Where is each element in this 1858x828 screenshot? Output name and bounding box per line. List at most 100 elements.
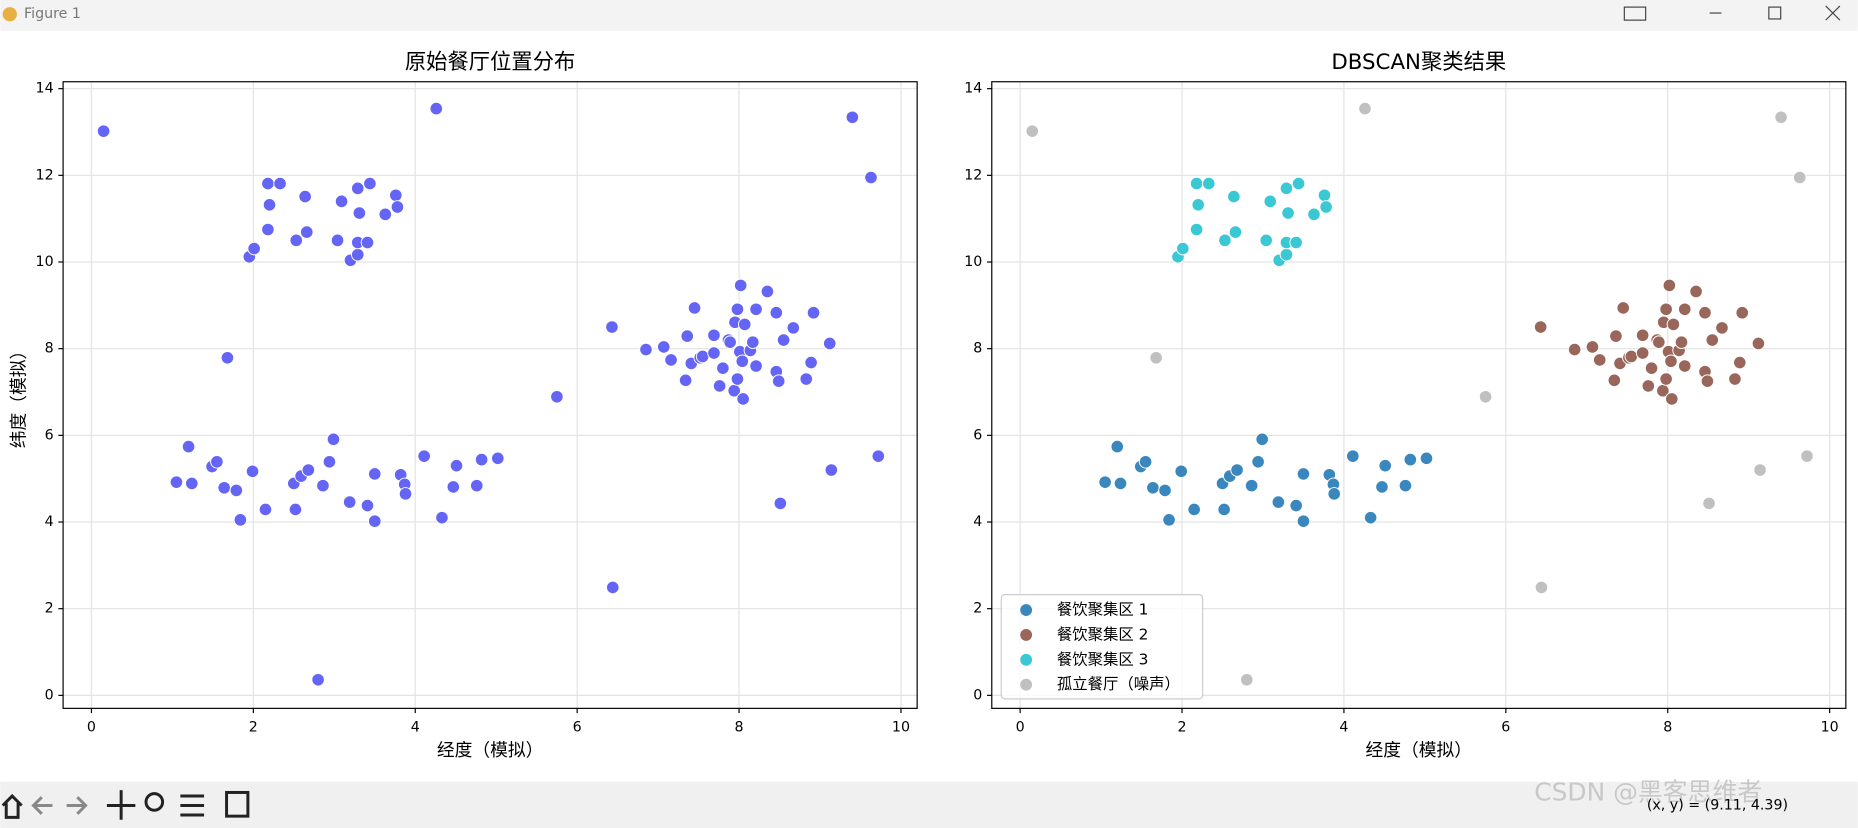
scatter-point	[301, 463, 316, 477]
scatter-point	[1263, 194, 1278, 209]
scatter-point	[1279, 181, 1294, 196]
scatter-point	[1378, 458, 1392, 473]
scatter-point	[181, 439, 196, 454]
scatter-point	[1534, 580, 1549, 595]
scatter-point	[1624, 349, 1639, 364]
scatter-point	[390, 200, 405, 214]
save-button[interactable]	[225, 790, 250, 818]
scatter-point	[1363, 510, 1378, 525]
scatter-point	[368, 467, 382, 481]
scatter-point	[1291, 176, 1306, 191]
scatter-point	[606, 580, 620, 595]
scatter-point	[1644, 361, 1659, 375]
scatter-point	[1662, 278, 1677, 293]
scatter-point	[730, 372, 745, 386]
scatter-point	[1289, 235, 1303, 250]
y-tick-label: 4	[973, 514, 982, 530]
scatter-point	[1281, 206, 1295, 220]
forward-button[interactable]	[66, 796, 88, 815]
x-tick-label: 8	[735, 719, 744, 735]
x-tick-label: 4	[1339, 719, 1348, 735]
scatter-point	[1149, 351, 1163, 365]
close-button[interactable]	[1825, 5, 1841, 21]
legend	[1000, 594, 1204, 700]
scatter-point	[680, 329, 694, 343]
scatter-point	[760, 284, 775, 299]
pan-button[interactable]	[106, 790, 136, 820]
x-tick-label: 0	[87, 719, 96, 735]
scatter-point	[1296, 467, 1311, 481]
scatter-point	[786, 321, 801, 335]
scatter-point	[1110, 439, 1125, 454]
back-button[interactable]	[31, 796, 53, 815]
scatter-point	[871, 449, 886, 463]
scatter-point	[351, 181, 365, 196]
legend-label: 餐饮聚集区 2	[1057, 625, 1149, 643]
scatter-point	[360, 235, 375, 250]
scatter-point	[1146, 481, 1160, 495]
scatter-point	[771, 374, 786, 388]
scatter-point	[1375, 480, 1389, 494]
home-button[interactable]	[1, 793, 23, 819]
scatter-point	[1800, 449, 1814, 463]
scatter-point	[1664, 354, 1678, 368]
scatter-point	[687, 301, 702, 315]
scatter-point	[1677, 359, 1692, 373]
scatter-point	[261, 222, 275, 237]
configure-button[interactable]	[180, 794, 205, 817]
scatter-point	[1478, 390, 1493, 404]
x-tick-label: 6	[573, 719, 582, 735]
axes-frame	[62, 81, 918, 709]
scatter-point	[1113, 476, 1128, 491]
scatter-point	[220, 351, 235, 365]
scatter-point	[1659, 372, 1673, 386]
scatter-point	[273, 176, 287, 191]
scatter-point	[769, 305, 784, 320]
scatter-point	[326, 432, 341, 447]
scatter-point	[429, 101, 444, 116]
scatter-point	[1677, 302, 1692, 316]
watermark: CSDN @黑客思维者	[1534, 778, 1762, 807]
window-menu-button[interactable]	[1623, 6, 1647, 21]
scatter-point	[217, 481, 231, 495]
scatter-point	[1652, 335, 1666, 349]
scatter-point	[417, 449, 431, 463]
scatter-point	[247, 241, 261, 256]
scatter-point	[1751, 336, 1766, 351]
scatter-point	[1733, 355, 1747, 370]
toolbar	[0, 781, 1858, 828]
y-tick-label: 6	[973, 427, 982, 443]
x-tick-label: 4	[411, 719, 420, 735]
scatter-point	[695, 349, 710, 364]
scatter-point	[776, 333, 791, 347]
scatter-point	[210, 455, 224, 469]
scatter-point	[363, 176, 377, 191]
scatter-point	[474, 452, 489, 467]
scatter-point	[737, 317, 752, 332]
maximize-button[interactable]	[1768, 6, 1782, 20]
zoom-button[interactable]	[144, 792, 165, 812]
scatter-point	[707, 346, 721, 360]
scatter-point	[233, 513, 248, 527]
scatter-point	[664, 353, 678, 367]
scatter-point	[1666, 317, 1681, 332]
scatter-point	[799, 372, 814, 386]
scatter-point	[1289, 498, 1303, 513]
scatter-point	[824, 463, 839, 477]
scatter-point	[1158, 483, 1172, 498]
scatter-point	[1271, 495, 1286, 509]
y-tick-label: 2	[45, 601, 54, 617]
scatter-point	[1753, 463, 1767, 477]
scatter-point	[1616, 301, 1630, 315]
chart-title: DBSCAN聚类结果	[1331, 50, 1506, 75]
scatter-point	[1227, 189, 1241, 204]
scatter-point	[1674, 335, 1689, 349]
y-tick-label: 2	[973, 601, 982, 617]
scatter-point	[435, 510, 449, 525]
scatter-point	[1665, 392, 1679, 406]
scatter-point	[707, 328, 721, 342]
y-tick-label: 12	[964, 167, 982, 183]
y-tick-label: 10	[964, 254, 982, 270]
scatter-point	[1635, 328, 1650, 342]
